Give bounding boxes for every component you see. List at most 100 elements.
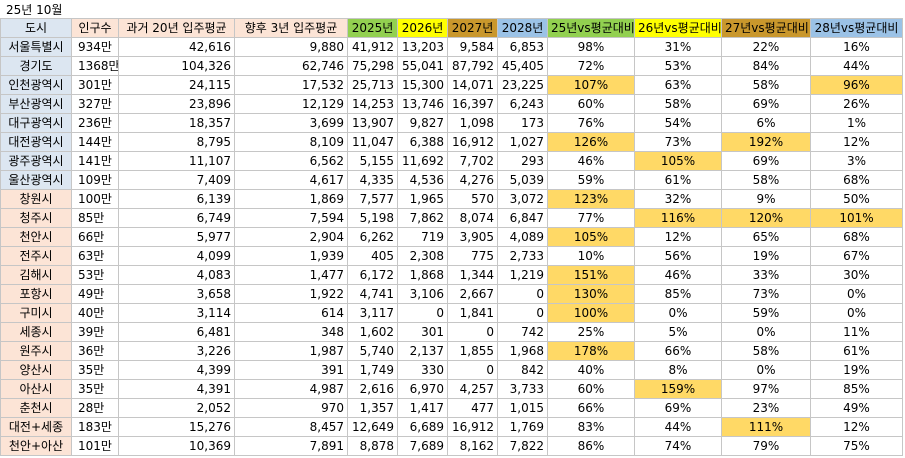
ratio-2026-cell[interactable]: 58% — [634, 94, 722, 114]
population-cell[interactable]: 183만 — [71, 417, 119, 437]
future-avg-cell[interactable]: 1,922 — [234, 284, 348, 304]
ratio-2027-cell[interactable]: 79% — [721, 436, 811, 456]
header-2027-vs-avg[interactable]: 27년vs평균대비 — [721, 18, 811, 38]
population-cell[interactable]: 934만 — [71, 37, 119, 57]
future-avg-cell[interactable]: 17,532 — [234, 75, 348, 95]
ratio-2026-cell[interactable]: 53% — [634, 56, 722, 76]
header-2026[interactable]: 2026년 — [397, 18, 448, 38]
population-cell[interactable]: 101만 — [71, 436, 119, 456]
past-avg-cell[interactable]: 6,481 — [118, 322, 235, 342]
supply-2025-cell[interactable]: 25,713 — [347, 75, 398, 95]
ratio-2026-cell[interactable]: 61% — [634, 170, 722, 190]
supply-2028-cell[interactable]: 842 — [497, 360, 548, 380]
ratio-2028-cell[interactable]: 75% — [810, 436, 903, 456]
supply-2028-cell[interactable]: 4,089 — [497, 227, 548, 247]
header-2025-vs-avg[interactable]: 25년vs평균대비 — [547, 18, 635, 38]
ratio-2025-cell[interactable]: 10% — [547, 246, 635, 266]
ratio-2026-cell[interactable]: 12% — [634, 227, 722, 247]
supply-2026-cell[interactable]: 719 — [397, 227, 448, 247]
supply-2026-cell[interactable]: 13,203 — [397, 37, 448, 57]
ratio-2027-cell[interactable]: 58% — [721, 341, 811, 361]
ratio-2027-cell[interactable]: 6% — [721, 113, 811, 133]
supply-2028-cell[interactable]: 7,822 — [497, 436, 548, 456]
supply-2027-cell[interactable]: 8,162 — [447, 436, 498, 456]
supply-2028-cell[interactable]: 173 — [497, 113, 548, 133]
supply-2028-cell[interactable]: 5,039 — [497, 170, 548, 190]
supply-2028-cell[interactable]: 23,225 — [497, 75, 548, 95]
supply-2025-cell[interactable]: 13,907 — [347, 113, 398, 133]
sheet-caption[interactable]: 25년 10월 — [6, 3, 63, 17]
future-avg-cell[interactable]: 6,562 — [234, 151, 348, 171]
ratio-2027-cell[interactable]: 59% — [721, 303, 811, 323]
supply-2028-cell[interactable]: 1,769 — [497, 417, 548, 437]
ratio-2028-cell[interactable]: 11% — [810, 322, 903, 342]
ratio-2026-cell[interactable]: 63% — [634, 75, 722, 95]
header-2028-vs-avg[interactable]: 28년vs평균대비 — [810, 18, 903, 38]
supply-2028-cell[interactable]: 0 — [497, 303, 548, 323]
supply-2026-cell[interactable]: 330 — [397, 360, 448, 380]
supply-2026-cell[interactable]: 3,106 — [397, 284, 448, 304]
city-cell[interactable]: 포항시 — [0, 284, 72, 304]
city-cell[interactable]: 구미시 — [0, 303, 72, 323]
past-avg-cell[interactable]: 10,369 — [118, 436, 235, 456]
ratio-2025-cell[interactable]: 72% — [547, 56, 635, 76]
supply-2025-cell[interactable]: 75,298 — [347, 56, 398, 76]
ratio-2026-cell[interactable]: 0% — [634, 303, 722, 323]
supply-2027-cell[interactable]: 16,912 — [447, 417, 498, 437]
supply-2028-cell[interactable]: 742 — [497, 322, 548, 342]
city-cell[interactable]: 천안시 — [0, 227, 72, 247]
ratio-2028-cell[interactable]: 101% — [810, 208, 903, 228]
city-cell[interactable]: 천안+아산 — [0, 436, 72, 456]
supply-2027-cell[interactable]: 1,841 — [447, 303, 498, 323]
ratio-2028-cell[interactable]: 61% — [810, 341, 903, 361]
supply-2026-cell[interactable]: 0 — [397, 303, 448, 323]
supply-2025-cell[interactable]: 5,740 — [347, 341, 398, 361]
past-avg-cell[interactable]: 15,276 — [118, 417, 235, 437]
header-2027[interactable]: 2027년 — [447, 18, 498, 38]
supply-2026-cell[interactable]: 7,862 — [397, 208, 448, 228]
population-cell[interactable]: 63만 — [71, 246, 119, 266]
supply-2027-cell[interactable]: 0 — [447, 360, 498, 380]
future-avg-cell[interactable]: 2,904 — [234, 227, 348, 247]
supply-2027-cell[interactable]: 9,584 — [447, 37, 498, 57]
supply-2027-cell[interactable]: 775 — [447, 246, 498, 266]
ratio-2025-cell[interactable]: 123% — [547, 189, 635, 209]
ratio-2028-cell[interactable]: 12% — [810, 132, 903, 152]
past-avg-cell[interactable]: 4,099 — [118, 246, 235, 266]
supply-2025-cell[interactable]: 1,357 — [347, 398, 398, 418]
city-cell[interactable]: 대전광역시 — [0, 132, 72, 152]
ratio-2026-cell[interactable]: 73% — [634, 132, 722, 152]
supply-2028-cell[interactable]: 6,853 — [497, 37, 548, 57]
supply-2028-cell[interactable]: 3,072 — [497, 189, 548, 209]
population-cell[interactable]: 28만 — [71, 398, 119, 418]
ratio-2028-cell[interactable]: 44% — [810, 56, 903, 76]
ratio-2028-cell[interactable]: 0% — [810, 303, 903, 323]
past-avg-cell[interactable]: 3,658 — [118, 284, 235, 304]
supply-2025-cell[interactable]: 8,878 — [347, 436, 398, 456]
past-avg-cell[interactable]: 4,399 — [118, 360, 235, 380]
past-avg-cell[interactable]: 104,326 — [118, 56, 235, 76]
supply-2025-cell[interactable]: 5,198 — [347, 208, 398, 228]
future-avg-cell[interactable]: 391 — [234, 360, 348, 380]
supply-2027-cell[interactable]: 87,792 — [447, 56, 498, 76]
supply-2025-cell[interactable]: 405 — [347, 246, 398, 266]
supply-2027-cell[interactable]: 4,276 — [447, 170, 498, 190]
supply-2026-cell[interactable]: 11,692 — [397, 151, 448, 171]
supply-2027-cell[interactable]: 16,912 — [447, 132, 498, 152]
supply-2026-cell[interactable]: 1,417 — [397, 398, 448, 418]
supply-2025-cell[interactable]: 6,172 — [347, 265, 398, 285]
ratio-2026-cell[interactable]: 54% — [634, 113, 722, 133]
ratio-2027-cell[interactable]: 192% — [721, 132, 811, 152]
supply-2026-cell[interactable]: 301 — [397, 322, 448, 342]
supply-2026-cell[interactable]: 2,137 — [397, 341, 448, 361]
population-cell[interactable]: 100만 — [71, 189, 119, 209]
supply-2025-cell[interactable]: 1,749 — [347, 360, 398, 380]
population-cell[interactable]: 53만 — [71, 265, 119, 285]
supply-2026-cell[interactable]: 6,388 — [397, 132, 448, 152]
city-cell[interactable]: 대구광역시 — [0, 113, 72, 133]
supply-2026-cell[interactable]: 1,965 — [397, 189, 448, 209]
supply-2028-cell[interactable]: 45,405 — [497, 56, 548, 76]
supply-2027-cell[interactable]: 4,257 — [447, 379, 498, 399]
city-cell[interactable]: 양산시 — [0, 360, 72, 380]
ratio-2025-cell[interactable]: 83% — [547, 417, 635, 437]
